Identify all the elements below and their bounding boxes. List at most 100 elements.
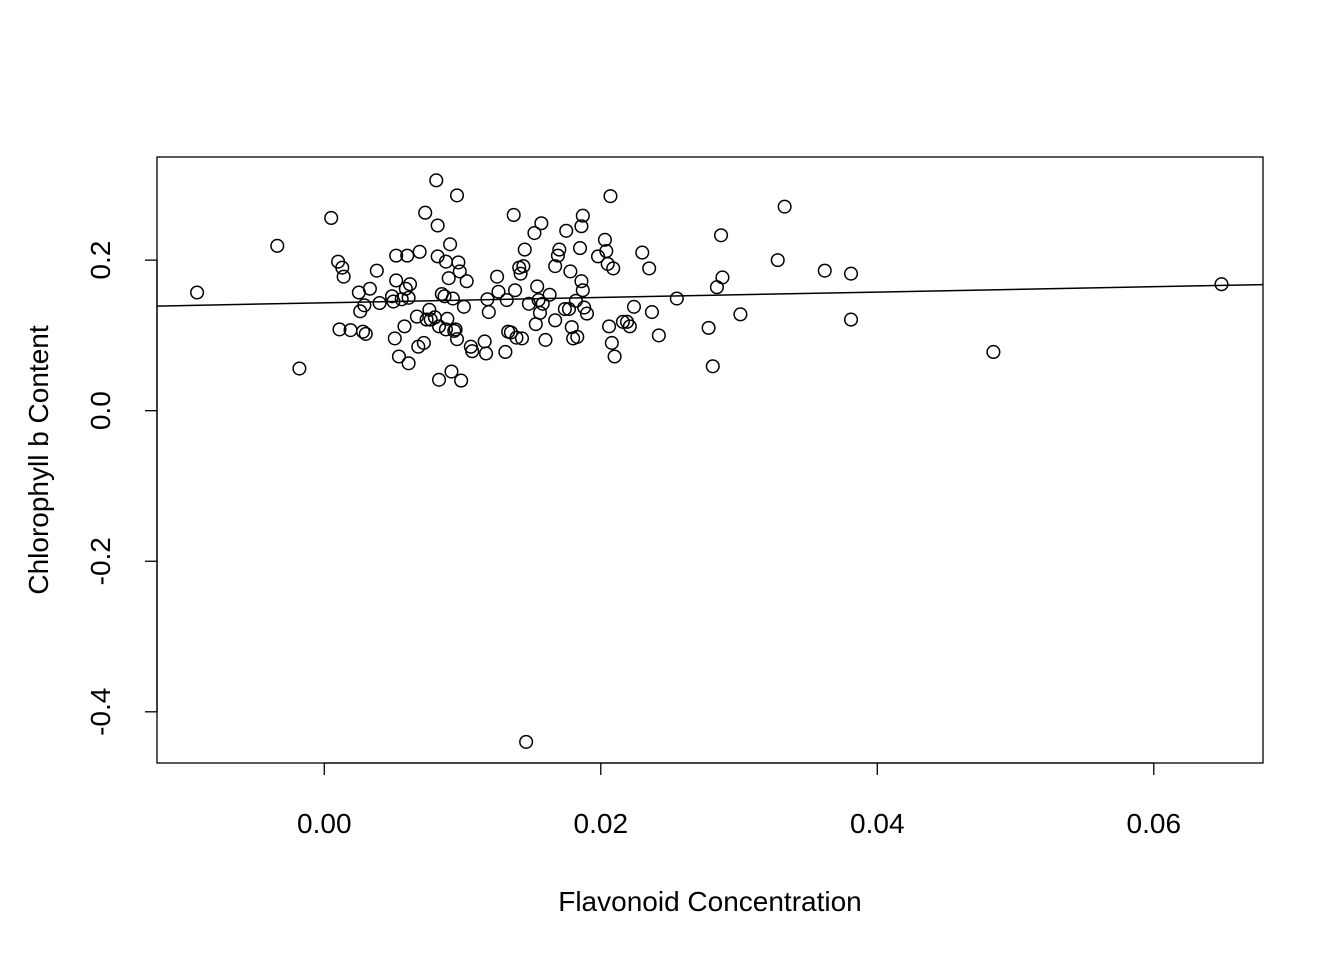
x-tick-label: 0.06 [1127, 808, 1182, 839]
data-point [401, 356, 416, 371]
data-point [604, 335, 619, 350]
data-point [606, 261, 621, 276]
data-point [572, 241, 588, 256]
data-point [514, 331, 530, 346]
y-axis: -0.4 -0.2 0.0 0.2 [85, 241, 158, 736]
data-point [438, 322, 453, 337]
data-point [843, 266, 859, 281]
data-point [190, 285, 205, 300]
data-point [387, 331, 402, 346]
data-point [602, 319, 617, 334]
data-point [532, 305, 548, 320]
data-point [443, 237, 458, 252]
data-point [372, 295, 387, 311]
data-point [642, 261, 657, 276]
data-point [391, 349, 406, 364]
data-point [465, 344, 480, 359]
data-point [499, 292, 514, 308]
data-point [324, 210, 339, 226]
data-point [521, 296, 536, 311]
y-tick-label: 0.0 [85, 391, 116, 430]
data-point [270, 238, 285, 253]
data-point [362, 281, 377, 296]
data-point [416, 335, 431, 350]
data-point [530, 279, 545, 294]
data-point [733, 307, 748, 322]
data-point [478, 346, 494, 361]
data-point [570, 329, 585, 344]
data-point [402, 277, 418, 292]
data-point [817, 263, 832, 278]
data-point [770, 253, 785, 268]
data-point [550, 248, 565, 263]
data-point [709, 280, 724, 295]
data-point [986, 344, 1001, 360]
data-point [843, 312, 859, 327]
data-point [508, 283, 523, 298]
data-point [459, 274, 474, 289]
data-point [292, 361, 307, 376]
data-point [701, 320, 716, 335]
data-point [506, 207, 521, 223]
data-point [575, 208, 590, 223]
data-point [400, 248, 415, 263]
data-point [401, 290, 416, 305]
data-point [456, 299, 471, 314]
data-point [449, 188, 465, 203]
data-point [597, 232, 612, 247]
data-point [714, 228, 729, 243]
data-points [190, 173, 1229, 749]
data-point [509, 330, 524, 345]
data-point [398, 281, 413, 296]
data-point [444, 364, 459, 379]
data-point [568, 293, 583, 308]
x-tick-label: 0.04 [850, 808, 905, 839]
data-point [440, 311, 455, 326]
data-point [454, 373, 469, 388]
data-point [332, 322, 347, 337]
data-point [389, 273, 404, 288]
data-point [579, 306, 595, 321]
data-point [651, 328, 666, 343]
data-point [418, 205, 433, 220]
data-point [777, 199, 792, 214]
data-point [527, 225, 542, 241]
data-point [538, 332, 553, 347]
data-point [513, 266, 528, 281]
data-point [441, 271, 456, 286]
data-point [490, 269, 505, 284]
data-point [607, 349, 622, 364]
data-point [635, 245, 650, 260]
x-tick-label: 0.00 [297, 808, 352, 839]
x-axis-title: Flavonoid Concentration [558, 886, 862, 917]
data-point [357, 298, 372, 313]
data-point [430, 218, 445, 233]
data-point [358, 326, 373, 341]
data-point [477, 334, 492, 349]
data-point [355, 324, 371, 339]
data-point [384, 289, 400, 304]
data-point [336, 269, 351, 284]
data-point [516, 259, 531, 274]
data-point [447, 323, 462, 338]
data-point [534, 216, 549, 231]
data-point [626, 299, 642, 314]
data-point [389, 248, 404, 263]
data-point [644, 305, 659, 320]
data-point [575, 283, 590, 298]
data-point [557, 302, 572, 317]
data-point [369, 263, 384, 278]
data-point [491, 284, 506, 299]
data-point [561, 302, 577, 317]
data-point [437, 289, 452, 304]
data-point [448, 322, 463, 337]
data-point [615, 314, 630, 329]
data-point [451, 255, 466, 270]
data-point [481, 305, 496, 320]
data-point [335, 260, 350, 275]
data-point [669, 291, 684, 306]
data-point [419, 312, 434, 327]
data-point [519, 734, 534, 749]
y-tick-label: -0.2 [85, 537, 116, 585]
